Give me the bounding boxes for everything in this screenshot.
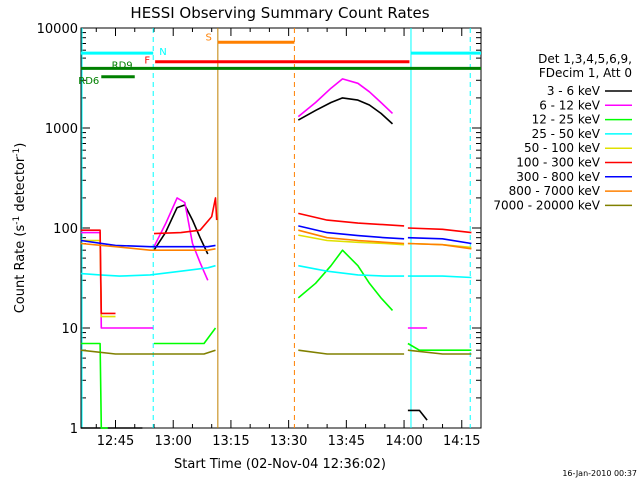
series-line: [298, 349, 405, 355]
legend-entry-label: 7000 - 20000 keV: [493, 198, 600, 212]
series-line: [407, 409, 428, 421]
legend-header-line: FDecim 1, Att 0: [539, 66, 632, 80]
x-tick-label: 13:00: [154, 434, 191, 449]
flag-bar-label: N: [159, 47, 166, 58]
x-tick-label: 13:15: [212, 434, 249, 449]
flag-bar-label: RD9: [112, 60, 133, 71]
series-line: [407, 227, 472, 234]
series-line: [154, 327, 217, 345]
series-line: [298, 264, 405, 277]
series-line: [297, 97, 394, 125]
x-tick-label: 13:45: [328, 434, 365, 449]
flag-bar-label: S: [205, 32, 211, 43]
x-axis-label: Start Time (02-Nov-04 12:36:02): [174, 457, 386, 472]
series-line: [80, 349, 216, 355]
y-axis-label: Count Rate (s-1 detector-1): [12, 143, 28, 314]
flag-bar-label: F: [144, 56, 150, 67]
legend-entry-label: 6 - 12 keV: [539, 98, 601, 112]
flag-bar-label: RD6: [78, 76, 99, 87]
chart-title: HESSI Observing Summary Count Rates: [130, 4, 429, 22]
series-line: [297, 249, 394, 311]
series-line: [153, 197, 218, 235]
legend-entry-label: 12 - 25 keV: [532, 113, 601, 127]
legend-entry-label: 3 - 6 keV: [547, 84, 601, 98]
series-line: [80, 229, 116, 315]
series-line: [297, 78, 394, 118]
y-tick-label: 100: [53, 222, 78, 237]
series-line: [298, 229, 405, 245]
legend-header-line: Det 1,3,4,5,6,9,: [538, 52, 632, 66]
y-tick-label: 10000: [37, 22, 78, 37]
series-line: [298, 212, 405, 227]
y-tick-label: 10: [61, 322, 78, 337]
legend: Det 1,3,4,5,6,9, FDecim 1, Att 0 3 - 6 k…: [493, 52, 632, 212]
legend-entry-label: 100 - 300 keV: [516, 156, 600, 170]
series-line: [407, 275, 472, 279]
legend-entry-label: 50 - 100 keV: [524, 141, 601, 155]
series-line: [298, 225, 405, 240]
y-tick-label: 1: [70, 422, 78, 437]
series-line: [80, 239, 216, 248]
legend-entry-label: 800 - 7000 keV: [509, 184, 601, 198]
x-tick-label: 14:15: [443, 434, 480, 449]
y-tick-label: 1000: [45, 122, 78, 137]
series-line: [407, 236, 472, 245]
series-line: [80, 242, 216, 251]
series-line: [407, 342, 472, 351]
series-line: [298, 234, 405, 246]
x-tick-label: 14:00: [385, 434, 422, 449]
x-tick-label: 12:45: [97, 434, 134, 449]
series-line: [80, 342, 108, 429]
x-tick-label: 13:30: [270, 434, 307, 449]
legend-entry-label: 300 - 800 keV: [516, 170, 600, 184]
footer-timestamp: 16-Jan-2010 00:37: [562, 469, 637, 478]
legend-entry-label: 25 - 50 keV: [532, 127, 601, 141]
series-line: [407, 242, 472, 250]
series-line: [153, 197, 209, 281]
series-line: [407, 349, 472, 355]
series-line: [80, 239, 116, 318]
